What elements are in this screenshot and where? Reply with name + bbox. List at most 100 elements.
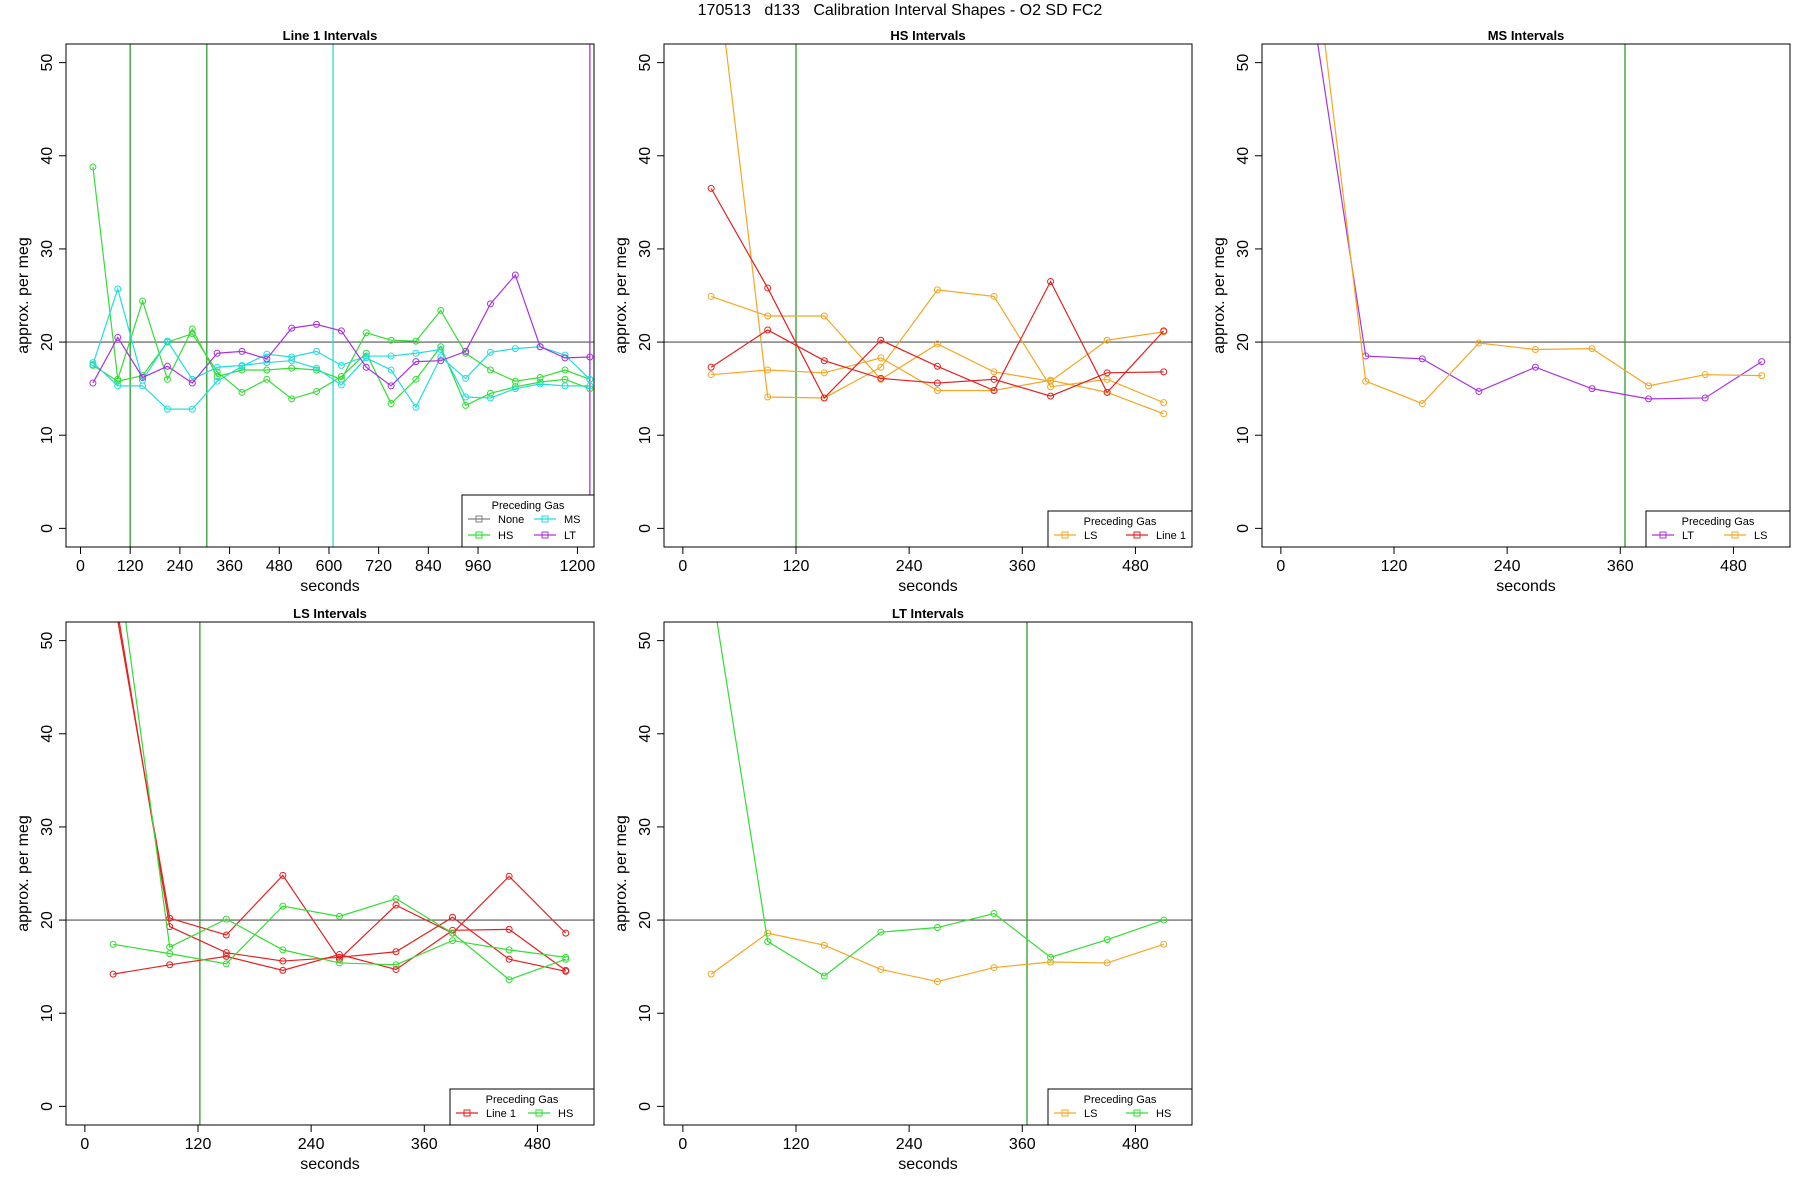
- y-tick-label: 20: [1235, 333, 1252, 351]
- data-point: [820, 394, 828, 402]
- data-point: [764, 366, 772, 374]
- data-point: [213, 373, 221, 381]
- data-point: [990, 375, 998, 383]
- y-tick-label: 0: [1235, 524, 1252, 533]
- data-point: [1103, 388, 1111, 396]
- data-point: [288, 395, 296, 403]
- series-line: [724, 44, 1164, 404]
- series-line: [716, 622, 1164, 977]
- panel-1: Line 1 Intervals 0 120 240 360 480 600 720 840 96…: [15, 28, 595, 595]
- data-point: [392, 901, 400, 909]
- data-point: [109, 940, 117, 948]
- legend-swatch-marker: [1061, 1109, 1069, 1117]
- legend-swatch-marker: [475, 515, 483, 523]
- figure-title: 170513 d133 Calibration Interval Shapes …: [697, 2, 1103, 19]
- data-point: [449, 913, 457, 921]
- x-axis-label: seconds: [300, 1156, 360, 1173]
- data-point: [462, 347, 470, 355]
- legend: Preceding Gas LT LS: [1645, 510, 1791, 548]
- panel-title: HS Intervals: [890, 28, 965, 43]
- x-tick-label: 480: [1720, 558, 1747, 575]
- series-line: [125, 622, 566, 966]
- data-point: [877, 965, 885, 973]
- y-tick-label: 50: [1235, 54, 1252, 72]
- data-point: [1160, 368, 1168, 376]
- data-point: [990, 910, 998, 918]
- y-tick-label: 30: [637, 818, 654, 836]
- x-tick-label: 0: [678, 558, 687, 575]
- plot-frame: [65, 43, 595, 548]
- data-point: [337, 327, 345, 335]
- data-point: [511, 383, 519, 391]
- x-tick-label: 960: [465, 558, 492, 575]
- data-point: [213, 349, 221, 357]
- legend-box: [1047, 510, 1193, 548]
- data-point: [1758, 358, 1766, 366]
- data-point: [222, 915, 230, 923]
- data-point: [238, 347, 246, 355]
- y-tick-label: 40: [39, 147, 56, 165]
- x-tick-label: 480: [1122, 1136, 1149, 1153]
- legend-box: [1645, 510, 1791, 548]
- data-point: [561, 366, 569, 374]
- legend-entry: LT: [1682, 530, 1694, 542]
- y-tick-label: 10: [637, 1004, 654, 1022]
- data-point: [387, 400, 395, 408]
- data-point: [89, 360, 97, 368]
- x-tick-label: 240: [896, 558, 923, 575]
- data-point: [188, 405, 196, 413]
- plot-area: [66, 44, 594, 547]
- data-point: [412, 349, 420, 357]
- data-point: [933, 379, 941, 387]
- x-axis-label: seconds: [300, 578, 360, 595]
- data-point: [505, 955, 513, 963]
- data-point: [313, 347, 321, 355]
- x-tick-label: 840: [415, 558, 442, 575]
- y-tick-label: 10: [1235, 426, 1252, 444]
- data-point: [820, 357, 828, 365]
- data-point: [1047, 278, 1055, 286]
- data-point: [110, 526, 116, 532]
- x-axis-label: seconds: [898, 578, 958, 595]
- data-point: [1645, 382, 1653, 390]
- panel-2: HS Intervals 0 120 240 360 480 0 10 20 30 40 50 seco…: [613, 28, 1193, 595]
- data-point: [387, 336, 395, 344]
- x-tick-label: 1200: [560, 558, 596, 575]
- x-tick-label: 0: [80, 1136, 89, 1153]
- data-point: [392, 948, 400, 956]
- data-point: [820, 369, 828, 377]
- data-point: [1758, 372, 1766, 380]
- x-tick-label: 0: [1276, 558, 1285, 575]
- series-line: [92, 273, 590, 387]
- data-point: [486, 389, 494, 397]
- data-point: [1362, 377, 1370, 385]
- x-tick-label: 120: [117, 558, 144, 575]
- data-point: [1047, 958, 1055, 966]
- data-point: [1103, 375, 1111, 383]
- legend-entry: Line 1: [486, 1108, 516, 1120]
- data-point: [708, 582, 714, 588]
- data-point: [114, 377, 122, 385]
- data-point: [109, 970, 117, 978]
- data-point: [279, 966, 287, 974]
- data-point: [213, 377, 221, 385]
- y-tick-label: 20: [637, 333, 654, 351]
- data-point: [1103, 959, 1111, 967]
- legend-box: [461, 494, 595, 548]
- data-point: [188, 330, 196, 338]
- data-point: [764, 326, 772, 334]
- data-point: [412, 337, 420, 345]
- data-point: [437, 306, 445, 314]
- y-tick-label: 0: [39, 524, 56, 533]
- series-line: [92, 286, 591, 409]
- y-tick-label: 0: [637, 1102, 654, 1111]
- data-point: [279, 946, 287, 954]
- data-point: [1103, 336, 1111, 344]
- data-point: [990, 387, 998, 395]
- data-point: [313, 387, 321, 395]
- data-point: [561, 354, 569, 362]
- x-axis-label: seconds: [898, 1156, 958, 1173]
- data-point: [238, 366, 246, 374]
- data-point: [1047, 953, 1055, 961]
